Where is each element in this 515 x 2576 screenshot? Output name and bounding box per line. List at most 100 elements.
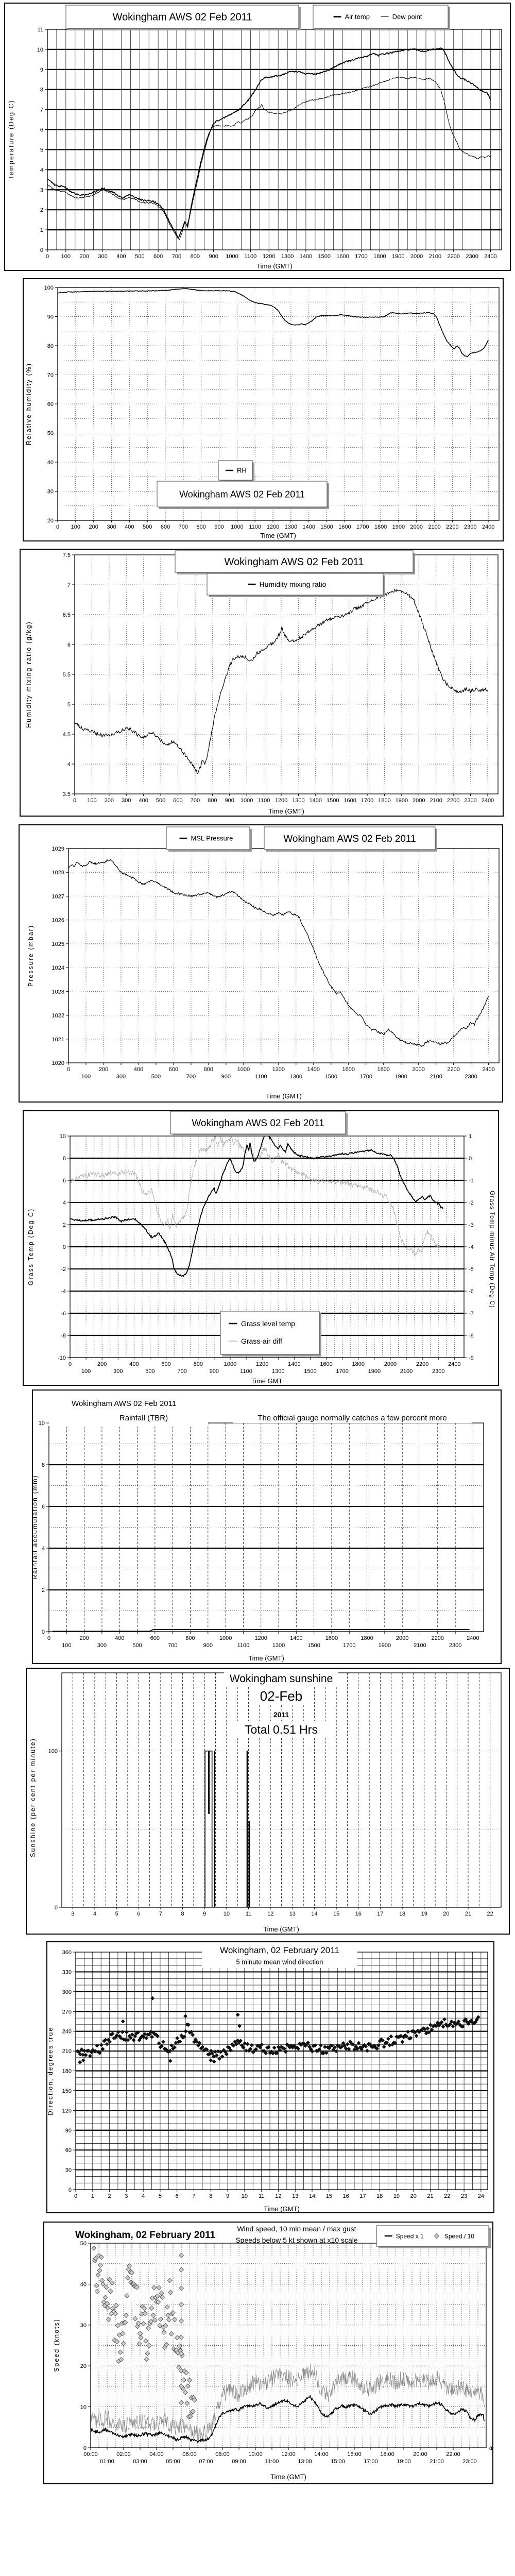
svg-text:800: 800 [194,1361,203,1367]
svg-text:5: 5 [40,147,43,153]
series-grass-level-temp [70,1136,443,1277]
svg-text:3: 3 [71,1911,74,1917]
y-axis: 0 100 [48,1749,62,1911]
svg-text:210: 210 [62,2048,72,2055]
svg-text:6.5: 6.5 [63,612,71,618]
svg-text:Time (GMT): Time (GMT) [268,807,304,815]
svg-text:20: 20 [443,1911,449,1917]
svg-text:1300: 1300 [292,798,304,804]
svg-text:20: 20 [47,518,54,524]
svg-text:100: 100 [87,798,96,804]
svg-text:2: 2 [63,1222,66,1228]
svg-text:11: 11 [38,27,43,33]
svg-text:1400: 1400 [300,253,312,260]
svg-text:RH: RH [237,467,247,474]
svg-text:700: 700 [168,1642,177,1649]
chart-rainfall: 0246810010020030040050060070080090010001… [33,1398,484,1662]
svg-text:2100: 2100 [429,253,441,260]
svg-text:23:00: 23:00 [462,2459,477,2465]
svg-text:180: 180 [62,2069,72,2075]
chart-title-box: Wokingham AWS 02 Feb 2011 [175,550,415,574]
svg-text:70: 70 [47,372,54,379]
svg-text:2300: 2300 [464,524,476,530]
svg-text:15:00: 15:00 [331,2459,345,2465]
svg-text:100: 100 [44,285,54,291]
svg-text:-8: -8 [61,1333,66,1339]
chart-text: The official gauge normally catches a fe… [233,1412,472,1423]
svg-text:0: 0 [469,1156,472,1162]
svg-text:2100: 2100 [414,1642,426,1649]
legend-box: RH [218,460,254,482]
svg-text:5.5: 5.5 [63,672,71,678]
svg-text:1200: 1200 [272,1066,285,1073]
svg-text:1400: 1400 [288,1361,300,1367]
x-axis: 0 100 200 300 400 500 600 700 800 900 1000 1100 1200… [46,250,497,260]
svg-text:30: 30 [80,2323,87,2329]
svg-text:1700: 1700 [343,1642,355,1649]
svg-text:1700: 1700 [361,798,373,804]
chart-text: Speeds below 5 kt shown at x10 scale [235,2236,358,2244]
svg-text:2200: 2200 [447,798,459,804]
svg-text:1600: 1600 [338,524,351,530]
svg-text:23: 23 [461,2193,467,2199]
svg-text:700: 700 [191,798,200,804]
svg-text:1100: 1100 [258,798,270,804]
svg-text:0: 0 [63,1244,66,1250]
svg-text:2300: 2300 [464,798,476,804]
panel-humidity-mixing-ratio: 3.5 4 4.5 5 5.5 6 6.5 7 7.5 0 100 200 300 400 500 600 70… [20,549,504,817]
svg-text:2300: 2300 [432,1368,444,1375]
series-max-gust [91,2363,485,2441]
svg-text:0: 0 [73,798,76,804]
svg-text:Air temp: Air temp [345,13,370,21]
svg-text:Total 0.51 Hrs: Total 0.51 Hrs [245,1723,318,1736]
svg-text:800: 800 [197,524,206,530]
svg-text:10: 10 [224,1911,230,1917]
grid [48,1423,484,1632]
svg-text:22: 22 [444,2193,450,2199]
svg-text:00:00: 00:00 [83,2451,98,2458]
chart-title-box: Wokingham AWS 02 Feb 2011 [65,5,301,30]
svg-text:1028: 1028 [52,870,64,876]
svg-text:500: 500 [145,1368,154,1375]
series-msl-pressure [68,859,489,1047]
svg-text:2300: 2300 [449,1642,461,1649]
svg-text:2400: 2400 [484,253,496,260]
svg-text:-3: -3 [469,1222,474,1228]
svg-text:16:00: 16:00 [347,2451,362,2458]
svg-text:1800: 1800 [360,1635,373,1641]
svg-text:0: 0 [489,2446,492,2452]
svg-text:500: 500 [156,798,165,804]
panel-grass-temp: -10 -8 -6 -4 -2 0 2 4 6 8 10 -9 -8 -7 -6 -5 -4 -3 -2 -1 0 1 Gr… [23,1110,499,1386]
svg-text:03:00: 03:00 [133,2459,147,2465]
svg-text:02:00: 02:00 [116,2451,131,2458]
chart-grass-temp: -10-8-6-4-20246810-9-8-7-6-5-4-3-2-101Gr… [27,1111,496,1385]
svg-text:10: 10 [60,1133,66,1140]
svg-text:2400: 2400 [482,798,494,804]
svg-text:1100: 1100 [249,524,261,530]
svg-text:7: 7 [67,582,71,588]
svg-text:40: 40 [47,460,54,466]
svg-text:21: 21 [465,1911,471,1917]
chart-title-box: Wokingham AWS 02 Feb 2011 [157,481,329,509]
svg-text:1400: 1400 [302,524,315,530]
svg-text:2100: 2100 [428,524,440,530]
grid [47,29,502,250]
svg-text:1024: 1024 [52,965,64,971]
series-air-temp [47,47,491,238]
svg-text:Wokingham sunshine: Wokingham sunshine [230,1673,333,1685]
svg-text:1000: 1000 [241,798,253,804]
svg-text:-2: -2 [61,1266,66,1273]
svg-text:1700: 1700 [359,1074,372,1080]
svg-text:08:00: 08:00 [215,2451,230,2458]
panel-msl-pressure: 1020 1021 1022 1023 1024 1025 1026 1027 1028 1029… [19,824,503,1103]
svg-text:900: 900 [225,798,234,804]
panel-relative-humidity: 20 30 40 50 60 70 80 90 100 0 100 200 300 400 500 600 70… [23,278,504,541]
svg-text:1900: 1900 [392,524,405,530]
svg-text:600: 600 [169,1066,178,1073]
svg-text:2: 2 [108,2193,111,2199]
svg-text:3: 3 [40,187,43,193]
svg-text:0: 0 [68,1361,72,1367]
svg-text:12: 12 [267,1911,273,1917]
svg-text:200: 200 [99,1066,108,1073]
svg-text:1800: 1800 [352,1361,365,1367]
